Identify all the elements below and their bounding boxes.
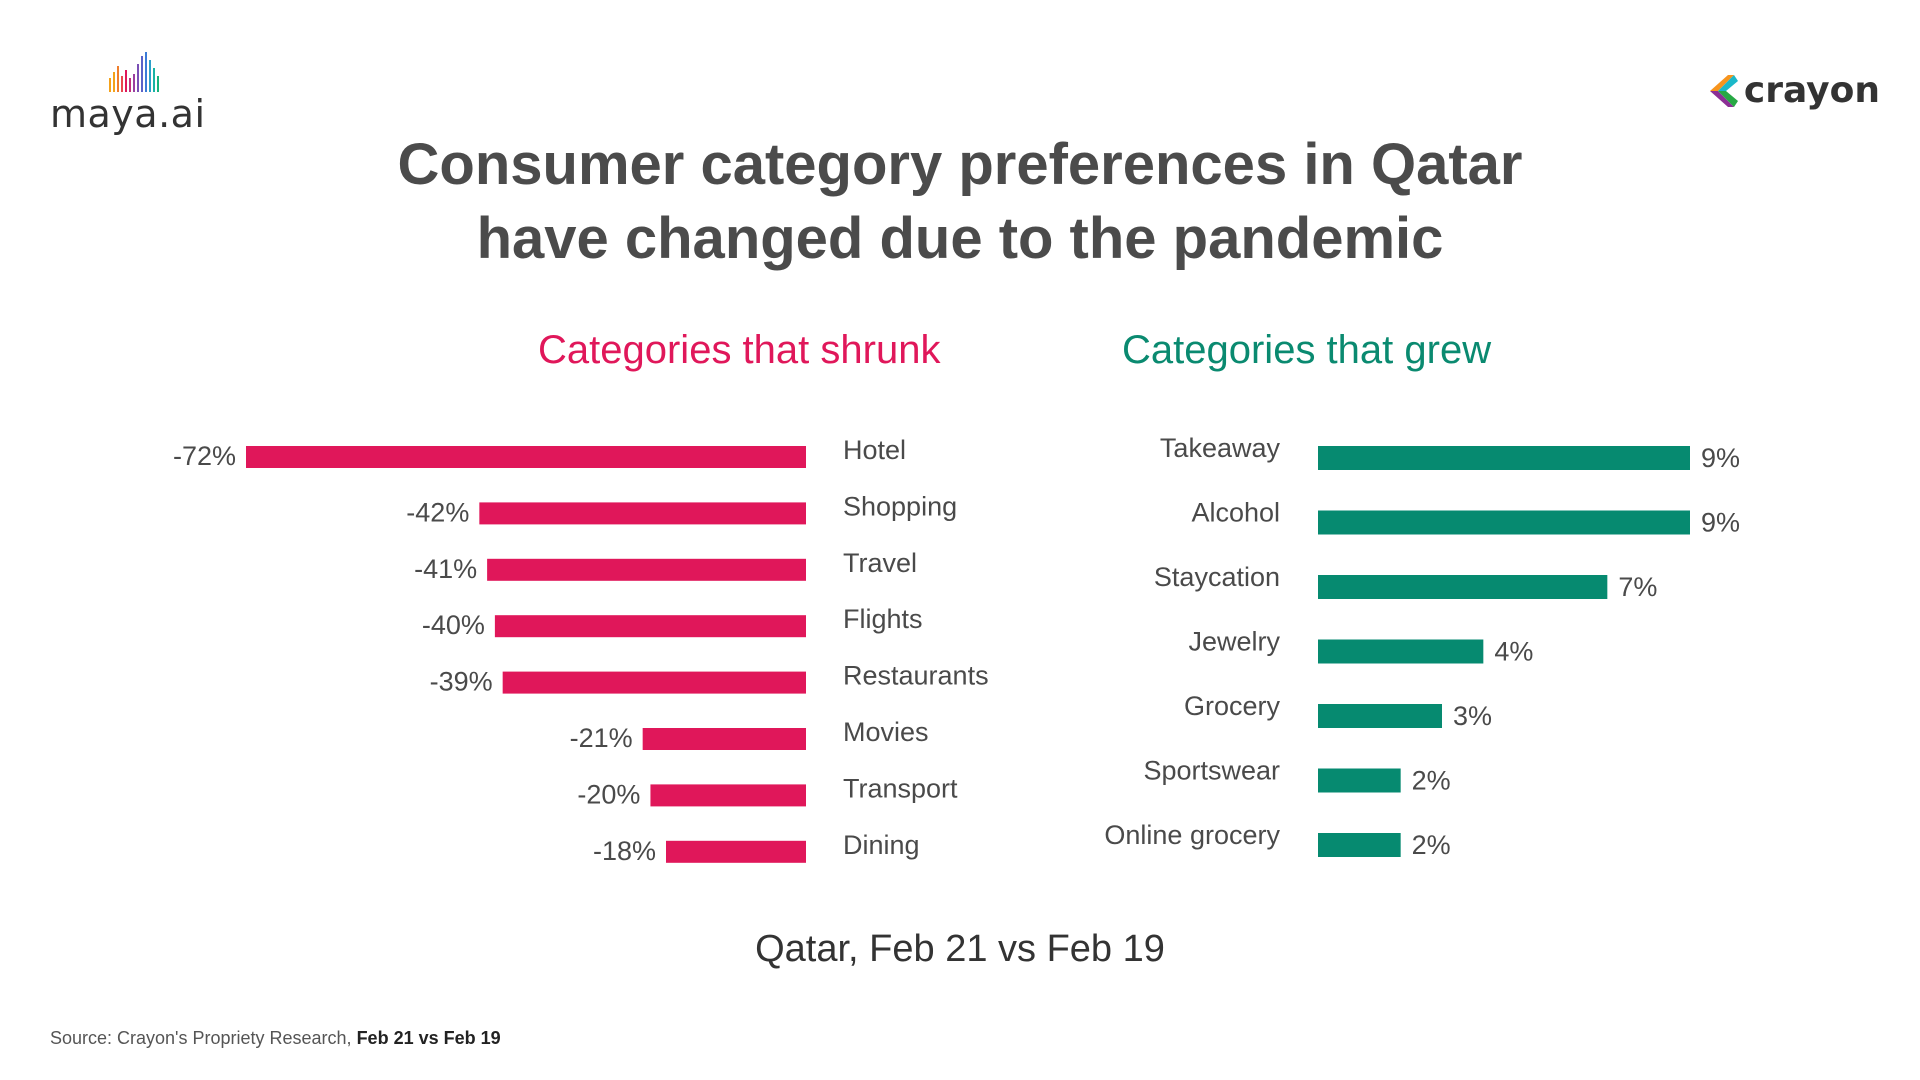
grew-value-label: 2%	[1412, 766, 1451, 796]
shrunk-value-label: -41%	[414, 554, 477, 584]
shrunk-category-label: Flights	[843, 604, 923, 634]
crayon-logo: crayon	[1704, 70, 1880, 111]
maya-logo-text: maya.ai	[50, 92, 206, 136]
shrunk-bar	[502, 671, 806, 694]
shrunk-value-label: -40%	[422, 610, 485, 640]
shrunk-bar	[246, 446, 806, 468]
shrunk-subtitle: Categories that shrunk	[538, 328, 941, 372]
shrunk-value-label: -18%	[593, 836, 656, 866]
grew-bar	[1318, 510, 1690, 535]
shrunk-bar	[650, 784, 806, 807]
soundwave-icon	[109, 52, 159, 92]
grew-value-label: 3%	[1453, 701, 1492, 731]
shrunk-bar	[642, 728, 806, 750]
grew-bar	[1318, 833, 1401, 857]
shrunk-category-label: Shopping	[843, 491, 957, 521]
chart-caption: Qatar, Feb 21 vs Feb 19	[755, 928, 1165, 970]
shrunk-category-label: Travel	[843, 548, 917, 578]
shrunk-bar	[479, 502, 806, 525]
shrunk-category-label: Movies	[843, 717, 929, 747]
source-prefix: Source: Crayon's Propriety Research,	[50, 1028, 357, 1048]
crayon-chevron-icon	[1709, 74, 1738, 107]
title-line-1: Consumer category preferences in Qatar	[397, 132, 1523, 197]
grew-value-label: 9%	[1701, 508, 1740, 538]
source-period: Feb 21 vs Feb 19	[356, 1028, 501, 1048]
page-title: Consumer category preferences in Qatar h…	[0, 128, 1920, 276]
shrunk-category-label: Hotel	[843, 435, 906, 465]
shrunk-value-label: -39%	[430, 667, 493, 697]
grew-bar	[1318, 639, 1484, 664]
shrunk-bar	[666, 840, 806, 863]
crayon-logo-text: crayon	[1743, 70, 1880, 111]
grew-bar	[1318, 704, 1442, 728]
grew-bar	[1318, 575, 1608, 599]
grew-category-label: Jewelry	[1188, 627, 1280, 657]
grew-subtitle: Categories that grew	[1122, 328, 1492, 372]
grew-category-label: Alcohol	[1191, 498, 1280, 528]
shrunk-value-label: -42%	[406, 497, 469, 527]
grew-category-label: Online grocery	[1104, 820, 1280, 850]
shrunk-bar	[494, 615, 806, 638]
source-note: Source: Crayon's Propriety Research, Feb…	[50, 1028, 501, 1049]
grew-category-label: Takeaway	[1160, 433, 1281, 463]
title-line-2: have changed due to the pandemic	[476, 206, 1444, 271]
grew-bar	[1318, 768, 1401, 793]
grew-category-label: Staycation	[1154, 562, 1280, 592]
grew-bar	[1318, 446, 1690, 470]
grew-category-label: Sportswear	[1143, 756, 1280, 786]
grew-value-label: 9%	[1701, 443, 1740, 473]
shrunk-category-label: Dining	[843, 830, 920, 860]
shrunk-value-label: -72%	[173, 441, 236, 471]
maya-logo: maya.ai	[50, 48, 210, 138]
shrunk-category-label: Transport	[843, 773, 958, 803]
grew-value-label: 2%	[1412, 830, 1451, 860]
shrunk-value-label: -20%	[577, 779, 640, 809]
shrunk-value-label: -21%	[570, 723, 633, 753]
shrunk-bar	[487, 558, 806, 581]
shrunk-category-label: Restaurants	[843, 661, 989, 691]
grew-value-label: 7%	[1618, 572, 1657, 602]
grew-category-label: Grocery	[1184, 691, 1281, 721]
grew-value-label: 4%	[1494, 637, 1533, 667]
